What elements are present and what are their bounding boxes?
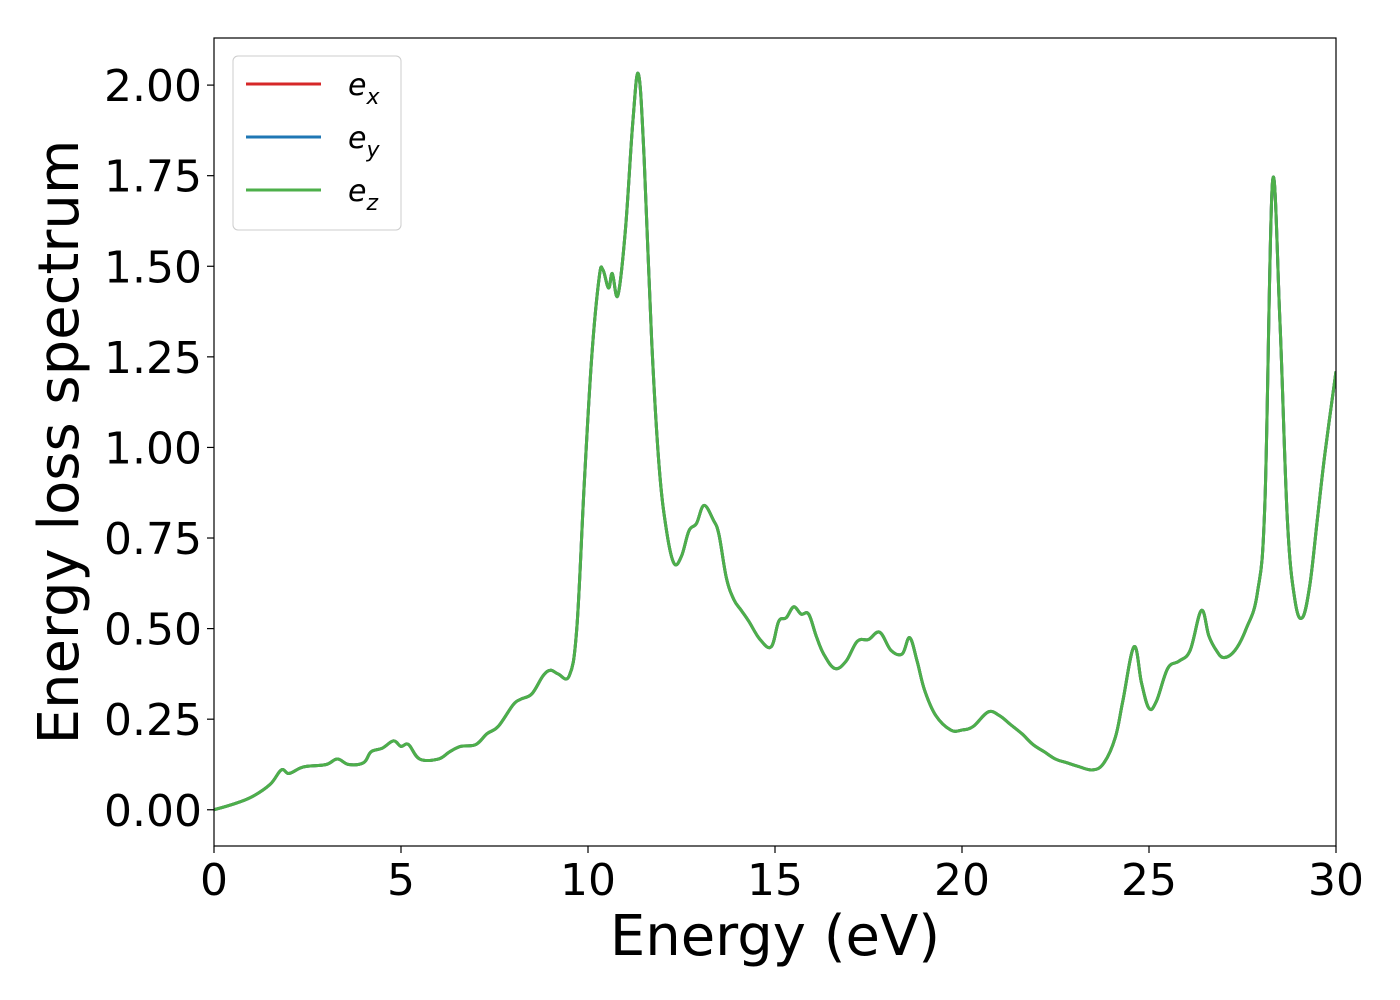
legend-items: ex ey ez [246, 68, 380, 216]
x-tick-label: 5 [387, 855, 415, 906]
x-tick-label: 10 [560, 855, 616, 906]
series-group [214, 71, 1336, 812]
x-axis: 0 5 10 15 20 25 30 [200, 846, 1364, 906]
x-axis-label: Energy (eV) [610, 904, 940, 969]
legend: ex ey ez [232, 55, 402, 231]
legend-label-e-x: ex [348, 68, 380, 110]
y-tick-label: 2.00 [104, 61, 202, 112]
y-tick-label: 0.50 [104, 605, 202, 656]
legend-box [232, 55, 402, 231]
x-tick-label: 0 [200, 855, 228, 906]
legend-label-e-y: ey [348, 121, 380, 163]
x-tick-label: 25 [1121, 855, 1177, 906]
y-tick-label: 1.50 [104, 242, 202, 293]
y-tick-label: 0.75 [104, 514, 202, 565]
y-axis: 0.00 0.25 0.50 0.75 1.00 1.25 1.50 1.75 2.00 [104, 61, 214, 837]
legend-label-e-z: ez [348, 174, 378, 216]
x-tick-label: 30 [1308, 855, 1364, 906]
y-axis-label: Energy loss spectrum [27, 140, 92, 745]
y-tick-label: 1.00 [104, 423, 202, 474]
x-tick-label: 20 [934, 855, 990, 906]
y-tick-label: 0.25 [104, 695, 202, 746]
x-tick-label: 15 [747, 855, 803, 906]
y-tick-label: 1.25 [104, 333, 202, 384]
series-line-e-z [214, 71, 1336, 812]
y-tick-label: 1.75 [104, 152, 202, 203]
y-tick-label: 0.00 [104, 786, 202, 837]
